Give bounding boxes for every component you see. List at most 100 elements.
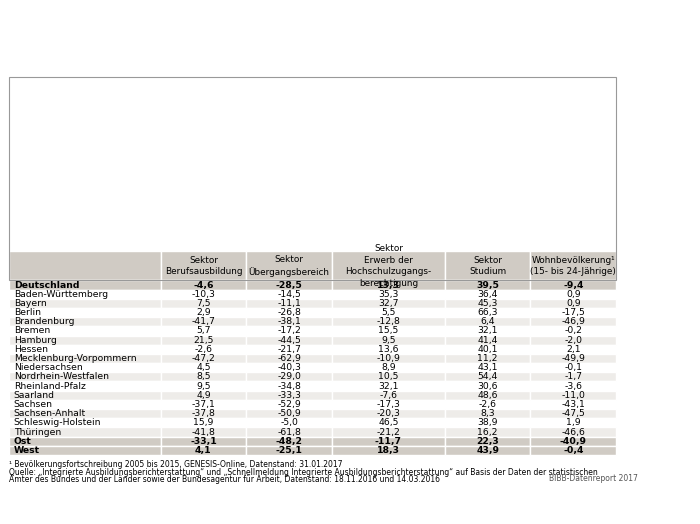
Bar — [9, 317, 160, 326]
Bar — [444, 317, 531, 326]
Text: -52,9: -52,9 — [277, 400, 301, 409]
Bar — [246, 373, 332, 381]
Bar — [444, 251, 531, 280]
Bar — [9, 373, 160, 381]
Bar — [9, 428, 160, 436]
Text: 46,5: 46,5 — [378, 418, 398, 428]
Bar — [246, 280, 332, 290]
Text: 2,1: 2,1 — [566, 345, 581, 354]
Bar — [444, 326, 531, 335]
Text: 10,5: 10,5 — [378, 373, 398, 381]
Text: 18,3: 18,3 — [377, 446, 400, 455]
Text: -37,1: -37,1 — [192, 400, 216, 409]
Bar — [246, 299, 332, 308]
Bar — [246, 345, 332, 354]
Text: Berlin: Berlin — [13, 308, 41, 317]
Bar — [9, 391, 160, 400]
Bar — [531, 290, 616, 299]
Bar — [9, 436, 160, 446]
Bar — [531, 299, 616, 308]
Text: -40,9: -40,9 — [560, 436, 587, 446]
Bar — [332, 251, 444, 280]
Text: Schleswig-Holstein: Schleswig-Holstein — [13, 418, 101, 428]
Text: -33,3: -33,3 — [277, 391, 301, 400]
Text: 15,9: 15,9 — [193, 418, 214, 428]
Bar — [160, 280, 246, 290]
Text: 8,3: 8,3 — [480, 409, 495, 418]
Bar — [332, 409, 444, 418]
Text: 4,5: 4,5 — [196, 363, 211, 372]
Bar — [160, 436, 246, 446]
Text: 8,9: 8,9 — [381, 363, 395, 372]
Bar — [531, 391, 616, 400]
Bar — [160, 308, 246, 317]
Text: -48,2: -48,2 — [276, 436, 302, 446]
Bar — [160, 299, 246, 308]
Text: Wohnbevölkerung¹
(15- bis 24-Jährige): Wohnbevölkerung¹ (15- bis 24-Jährige) — [531, 256, 616, 276]
Bar — [246, 436, 332, 446]
Text: 6,4: 6,4 — [480, 318, 495, 326]
Text: 0,9: 0,9 — [566, 299, 581, 308]
Bar — [332, 436, 444, 446]
Bar — [246, 381, 332, 391]
Text: 9,5: 9,5 — [381, 336, 395, 345]
Text: -2,6: -2,6 — [479, 400, 496, 409]
Text: 41,4: 41,4 — [477, 336, 498, 345]
Bar — [160, 326, 246, 335]
Text: -0,2: -0,2 — [564, 326, 582, 335]
Bar — [531, 308, 616, 317]
Bar — [160, 251, 246, 280]
Bar — [9, 308, 160, 317]
Text: -41,7: -41,7 — [192, 318, 216, 326]
Bar — [246, 363, 332, 373]
Bar — [444, 400, 531, 409]
Bar — [332, 308, 444, 317]
Bar — [444, 428, 531, 436]
Text: 22,3: 22,3 — [476, 436, 499, 446]
Text: -62,9: -62,9 — [277, 354, 301, 363]
Text: -47,2: -47,2 — [192, 354, 216, 363]
Text: 2,9: 2,9 — [196, 308, 211, 317]
Bar — [9, 251, 160, 280]
Bar — [9, 280, 160, 290]
Text: 13,3: 13,3 — [377, 280, 400, 290]
Bar — [332, 299, 444, 308]
Bar — [246, 308, 332, 317]
Text: -2,6: -2,6 — [195, 345, 212, 354]
Bar — [332, 373, 444, 381]
Text: -61,8: -61,8 — [277, 428, 301, 436]
Text: 4,1: 4,1 — [195, 446, 211, 455]
Bar — [9, 409, 160, 418]
Bar — [160, 409, 246, 418]
Text: -1,7: -1,7 — [564, 373, 582, 381]
Bar — [9, 290, 160, 299]
Bar — [160, 345, 246, 354]
Text: 15,5: 15,5 — [378, 326, 398, 335]
Text: Thüringen: Thüringen — [13, 428, 61, 436]
Bar — [160, 428, 246, 436]
Bar — [444, 391, 531, 400]
Bar — [444, 418, 531, 428]
Text: -11,1: -11,1 — [277, 299, 301, 308]
Text: -20,3: -20,3 — [377, 409, 400, 418]
Text: Nordrhein-Westfalen: Nordrhein-Westfalen — [13, 373, 108, 381]
Bar — [160, 418, 246, 428]
Text: -26,8: -26,8 — [277, 308, 301, 317]
Bar — [444, 381, 531, 391]
Bar — [332, 345, 444, 354]
Bar — [332, 354, 444, 363]
Text: Deutschland: Deutschland — [13, 280, 79, 290]
Bar — [9, 345, 160, 354]
Bar — [9, 326, 160, 335]
Bar — [531, 251, 616, 280]
Bar — [246, 400, 332, 409]
Text: -21,2: -21,2 — [377, 428, 400, 436]
Bar — [246, 317, 332, 326]
Text: 32,1: 32,1 — [477, 326, 498, 335]
Text: Sachsen: Sachsen — [13, 400, 52, 409]
Bar — [444, 446, 531, 455]
Text: -44,5: -44,5 — [277, 336, 301, 345]
Text: BIBB-Datenreport 2017: BIBB-Datenreport 2017 — [550, 474, 638, 483]
Text: 32,1: 32,1 — [378, 381, 398, 390]
Bar — [160, 381, 246, 391]
